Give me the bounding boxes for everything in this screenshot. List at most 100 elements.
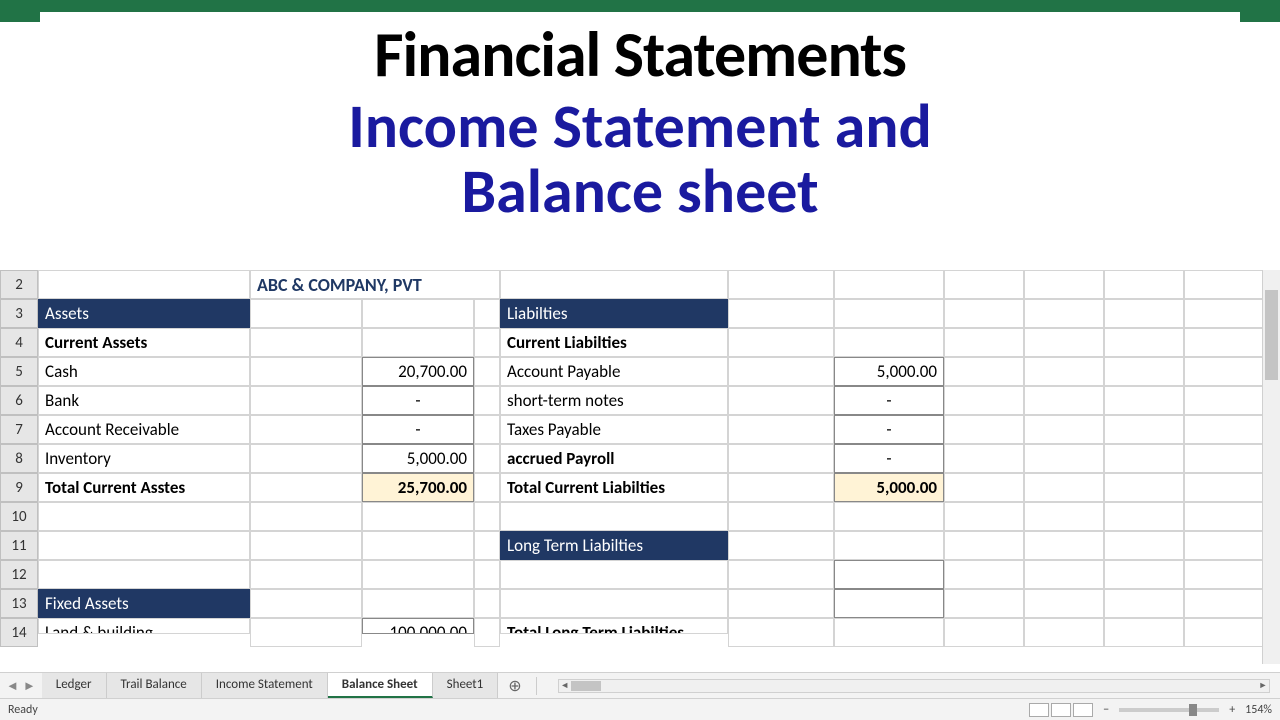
cell-blank[interactable]: [944, 473, 1024, 502]
cell-blank[interactable]: [1024, 328, 1104, 357]
cell-blank[interactable]: [944, 560, 1024, 589]
cell-blank[interactable]: [1024, 531, 1104, 560]
cell-blank[interactable]: [944, 502, 1024, 531]
cell-blank[interactable]: [834, 531, 944, 560]
cell-blank[interactable]: [728, 270, 834, 299]
label[interactable]: Bank: [38, 386, 250, 415]
sheet-tab-balance-sheet[interactable]: Balance Sheet: [328, 673, 433, 698]
label-bold[interactable]: Total Current Asstes: [38, 473, 250, 502]
cell-blank[interactable]: [944, 299, 1024, 328]
cell-blank[interactable]: [1024, 415, 1104, 444]
tab-nav-arrows[interactable]: ◄ ►: [0, 678, 42, 694]
sheet-tab-income-statement[interactable]: Income Statement: [202, 673, 328, 698]
cell-blank[interactable]: [250, 299, 362, 328]
vertical-scrollbar[interactable]: [1262, 270, 1280, 664]
label[interactable]: Inventory: [38, 444, 250, 473]
cell-blank[interactable]: [250, 502, 362, 531]
cell-blank[interactable]: [1184, 618, 1262, 647]
cell-blank[interactable]: [1024, 357, 1104, 386]
label-bold[interactable]: Current Assets: [38, 328, 250, 357]
horizontal-scrollbar-thumb[interactable]: [571, 681, 601, 691]
cell-blank[interactable]: [1184, 386, 1262, 415]
cell-blank[interactable]: [474, 502, 500, 531]
cell-blank[interactable]: [250, 618, 362, 647]
cell-blank[interactable]: [728, 328, 834, 357]
cell-blank[interactable]: [728, 502, 834, 531]
cell-blank[interactable]: [728, 299, 834, 328]
section-header[interactable]: Fixed Assets: [38, 589, 250, 618]
sheet-tab-trail-balance[interactable]: Trail Balance: [107, 673, 202, 698]
value[interactable]: -: [362, 415, 474, 444]
cell-blank[interactable]: [362, 531, 474, 560]
zoom-plus-button[interactable]: +: [1229, 703, 1235, 717]
zoom-minus-button[interactable]: −: [1103, 703, 1109, 717]
cell-blank[interactable]: [250, 560, 362, 589]
cell-blank[interactable]: [728, 415, 834, 444]
cell-blank[interactable]: [944, 444, 1024, 473]
cell-blank[interactable]: [362, 589, 474, 618]
label-bold[interactable]: Current Liabilties: [500, 328, 728, 357]
cell-blank[interactable]: [1184, 328, 1262, 357]
cell-blank[interactable]: [1184, 502, 1262, 531]
vertical-scrollbar-thumb[interactable]: [1265, 290, 1278, 380]
cell-blank[interactable]: [474, 473, 500, 502]
cell-blank[interactable]: [1024, 444, 1104, 473]
cell-blank[interactable]: [944, 328, 1024, 357]
cell-blank[interactable]: [728, 357, 834, 386]
cell-blank[interactable]: [474, 415, 500, 444]
label[interactable]: [500, 560, 728, 589]
cell-blank[interactable]: [1104, 531, 1184, 560]
label[interactable]: [38, 502, 250, 531]
cell-blank[interactable]: [944, 589, 1024, 618]
cell-blank[interactable]: [834, 618, 944, 647]
cell-blank[interactable]: [1104, 415, 1184, 444]
cell-blank[interactable]: [834, 328, 944, 357]
view-layout-button[interactable]: [1051, 703, 1071, 717]
zoom-slider-thumb[interactable]: [1189, 704, 1197, 716]
cell-blank[interactable]: [1104, 560, 1184, 589]
add-sheet-button[interactable]: ⊕: [498, 676, 531, 696]
cell-blank[interactable]: [362, 299, 474, 328]
cell-blank[interactable]: [834, 502, 944, 531]
zoom-percent[interactable]: 154%: [1245, 703, 1272, 717]
cell-blank[interactable]: [1104, 502, 1184, 531]
label[interactable]: [38, 560, 250, 589]
cell-blank[interactable]: [1024, 560, 1104, 589]
cell-blank[interactable]: [728, 618, 834, 647]
cell-blank[interactable]: [1024, 386, 1104, 415]
row-header[interactable]: 7: [0, 415, 38, 444]
tab-nav-next-icon[interactable]: ►: [23, 678, 36, 694]
cell-blank[interactable]: [362, 560, 474, 589]
cell-blank[interactable]: [944, 270, 1024, 299]
value[interactable]: 5,000.00: [834, 357, 944, 386]
empty-value[interactable]: [834, 560, 944, 589]
cell-blank[interactable]: [250, 589, 362, 618]
cell-blank[interactable]: [1184, 270, 1262, 299]
cell-blank[interactable]: [250, 444, 362, 473]
hscroll-left-icon[interactable]: ◄: [559, 680, 571, 691]
cell-blank[interactable]: [834, 270, 944, 299]
cell-blank[interactable]: [728, 386, 834, 415]
cell-blank[interactable]: [944, 415, 1024, 444]
horizontal-scrollbar[interactable]: ◄ ►: [558, 679, 1270, 693]
row-header[interactable]: 12: [0, 560, 38, 589]
row-header[interactable]: 5: [0, 357, 38, 386]
cell-blank[interactable]: [1024, 618, 1104, 647]
cell-blank[interactable]: [1104, 357, 1184, 386]
cell-blank[interactable]: [474, 560, 500, 589]
cell-blank[interactable]: [250, 415, 362, 444]
cell-blank[interactable]: [1024, 589, 1104, 618]
label[interactable]: [500, 502, 728, 531]
cell-blank[interactable]: [1184, 560, 1262, 589]
cell-blank[interactable]: [474, 531, 500, 560]
cell-blank[interactable]: [728, 560, 834, 589]
cell-blank[interactable]: [474, 589, 500, 618]
cell-blank[interactable]: [944, 531, 1024, 560]
zoom-slider[interactable]: [1119, 708, 1219, 712]
empty-value[interactable]: [834, 589, 944, 618]
sheet-tab-sheet1[interactable]: Sheet1: [433, 673, 499, 698]
label[interactable]: [38, 531, 250, 560]
view-break-button[interactable]: [1073, 703, 1093, 717]
cell-blank[interactable]: [944, 618, 1024, 647]
cell-blank[interactable]: [1184, 357, 1262, 386]
